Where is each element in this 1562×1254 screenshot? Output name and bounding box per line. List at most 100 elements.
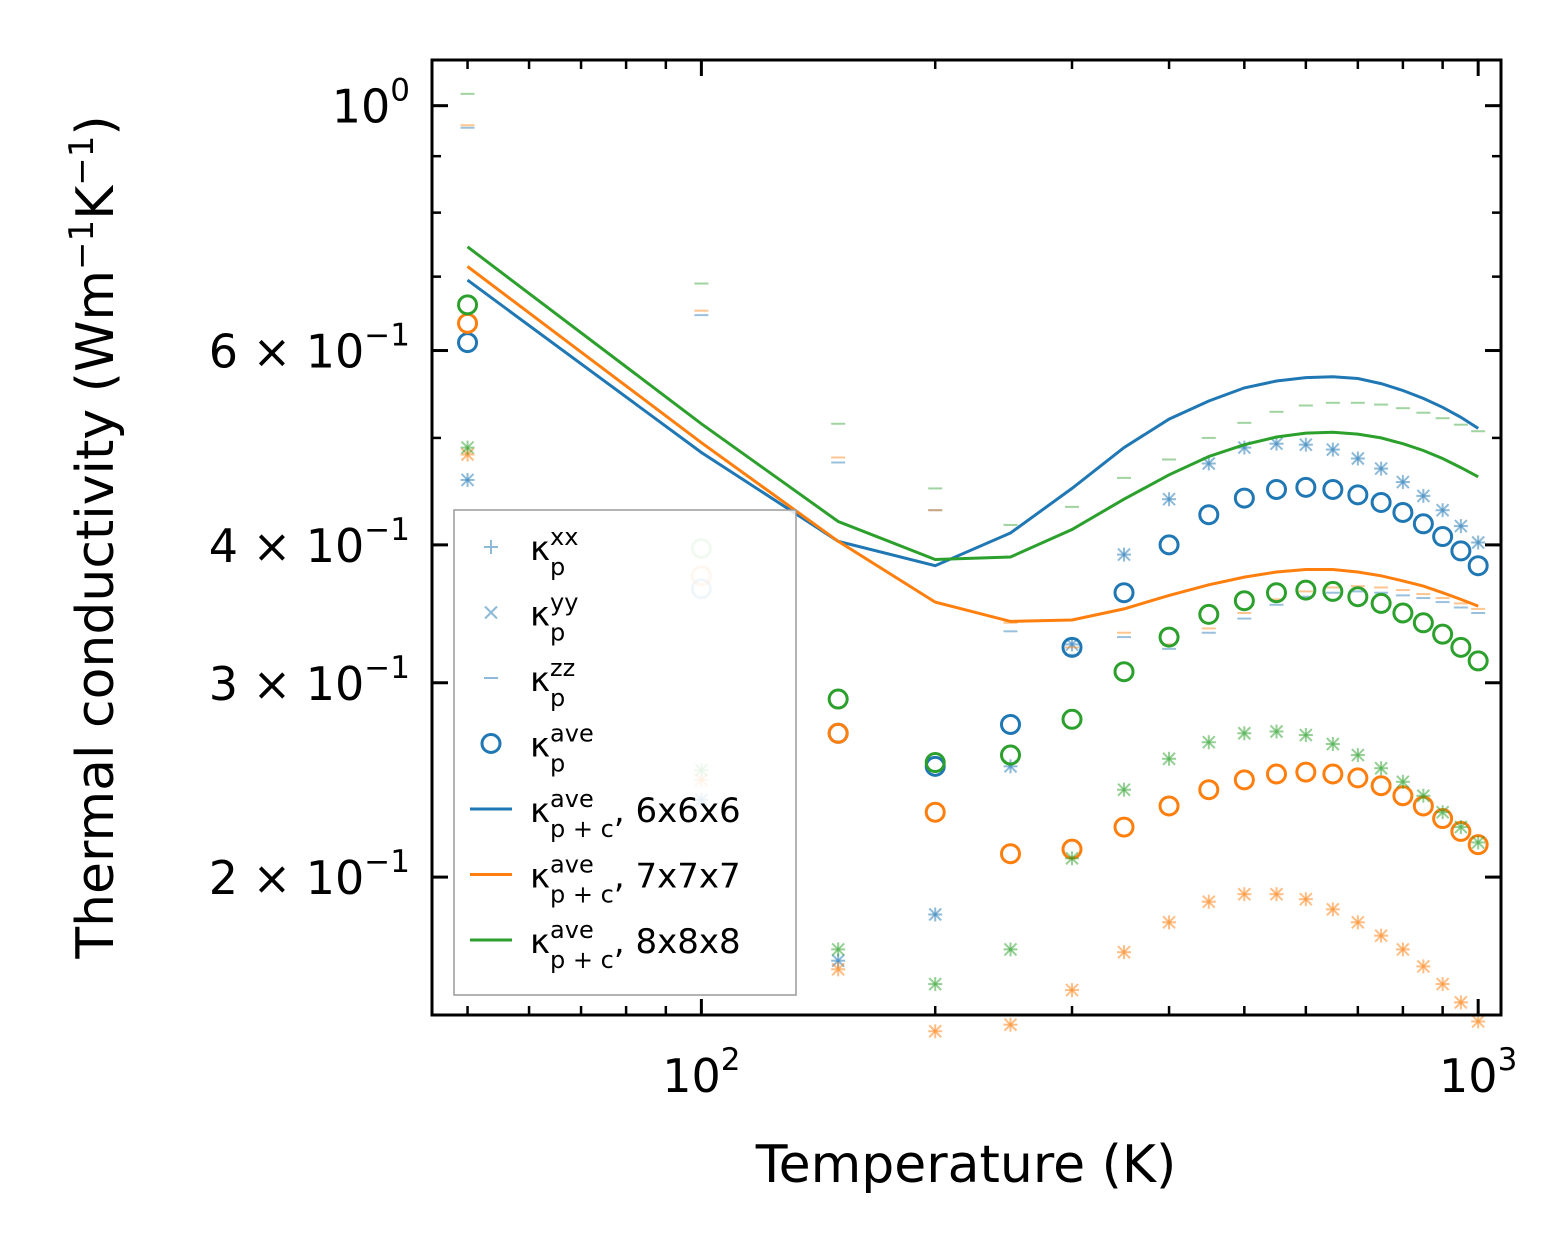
marker-kyy-8x8x8 <box>1065 851 1079 866</box>
marker-kave-8x8x8 <box>1347 586 1369 608</box>
legend: κxx p κyy p κzz p κave p κave p + c, 6x6x6 κave p +… <box>453 509 797 996</box>
legend-label: κave p <box>530 720 594 778</box>
marker-kave-8x8x8 <box>1467 650 1489 672</box>
marker-kyy-8x8x8 <box>1202 735 1216 749</box>
marker-kave-7x7x7 <box>1265 763 1287 785</box>
marker-kyy-7x7x7 <box>1416 959 1431 974</box>
marker-kave-8x8x8 <box>1370 592 1392 614</box>
marker-kave-8x8x8 <box>1450 636 1472 658</box>
marker-kyy-8x8x8 <box>1416 789 1431 803</box>
y-tick-label: 4 × 10−1 <box>209 512 410 573</box>
marker-kyy-8x8x8 <box>1237 726 1252 740</box>
marker-kyy-6x6x6 <box>1162 492 1176 506</box>
marker-kyy-8x8x8 <box>460 440 475 455</box>
marker-kyy-8x8x8 <box>1471 835 1485 850</box>
legend-label: κyy p <box>530 589 578 647</box>
marker-kyy-7x7x7 <box>928 1024 942 1038</box>
marker-kave-7x7x7 <box>1295 761 1317 783</box>
marker-kave-7x7x7 <box>1233 769 1255 791</box>
marker-kyy-6x6x6 <box>1435 503 1450 517</box>
marker-kave-7x7x7 <box>999 843 1021 865</box>
major-ticks <box>432 60 1501 1015</box>
marker-kyy-7x7x7 <box>1374 928 1388 943</box>
y-tick-label: 2 × 10−1 <box>209 844 410 905</box>
legend-marker-swatch <box>484 605 498 620</box>
marker-kave-6x6x6 <box>999 713 1021 735</box>
legend-label: κave p + c, 8x8x8 <box>530 916 741 974</box>
marker-kyy-7x7x7 <box>1396 942 1410 957</box>
x-tick-label: 103 <box>1439 1042 1517 1103</box>
legend-label: κave p + c, 7x7x7 <box>530 851 741 909</box>
marker-kyy-8x8x8 <box>1269 724 1284 739</box>
marker-kave-8x8x8 <box>827 688 849 710</box>
marker-kyy-6x6x6 <box>1454 519 1468 533</box>
legend-label: κave p + c, 6x6x6 <box>530 785 741 843</box>
marker-kave-7x7x7 <box>924 801 946 823</box>
marker-kave-8x8x8 <box>1198 603 1220 625</box>
marker-kave-8x8x8 <box>1158 626 1180 648</box>
marker-kyy-8x8x8 <box>1162 752 1176 766</box>
marker-kyy-7x7x7 <box>1162 915 1176 930</box>
marker-kyy-6x6x6 <box>1326 442 1340 457</box>
series-lines <box>466 245 1480 623</box>
marker-kave-8x8x8 <box>1113 661 1135 683</box>
marker-kyy-7x7x7 <box>831 962 845 977</box>
plot-frame <box>430 58 1503 1017</box>
x-axis-label: Temperature (K) <box>755 1135 1177 1195</box>
marker-kyy-7x7x7 <box>1237 887 1252 901</box>
marker-kave-6x6x6 <box>1450 540 1472 562</box>
marker-kyy-6x6x6 <box>1269 436 1284 451</box>
marker-kyy-7x7x7 <box>1065 983 1079 997</box>
marker-kave-7x7x7 <box>1158 795 1180 817</box>
marker-kyy-8x8x8 <box>1326 737 1340 751</box>
legend-label: κxx p <box>530 523 578 581</box>
marker-kyy-7x7x7 <box>1351 915 1365 930</box>
line-kpc-8x8x8 <box>466 245 1479 562</box>
marker-kave-8x8x8 <box>1265 582 1287 604</box>
marker-kyy-6x6x6 <box>1416 489 1431 503</box>
marker-kave-6x6x6 <box>1432 526 1454 548</box>
legend-marker-swatch <box>480 733 502 754</box>
marker-kyy-7x7x7 <box>1202 894 1216 909</box>
y-tick-label: 100 <box>332 73 410 134</box>
marker-kyy-6x6x6 <box>1374 461 1388 476</box>
marker-kyy-7x7x7 <box>1454 995 1468 1010</box>
marker-kyy-8x8x8 <box>1351 748 1365 762</box>
marker-kave-6x6x6 <box>1412 513 1434 535</box>
marker-kave-8x8x8 <box>999 744 1021 766</box>
marker-kave-8x8x8 <box>1392 602 1414 624</box>
legend-label: κzz p <box>530 654 575 712</box>
y-tick-label: 6 × 10−1 <box>209 318 410 379</box>
marker-kyy-7x7x7 <box>1471 1014 1485 1029</box>
marker-kyy-8x8x8 <box>1374 761 1388 775</box>
marker-kave-6x6x6 <box>1295 476 1317 498</box>
marker-kyy-8x8x8 <box>1117 783 1131 797</box>
marker-kave-7x7x7 <box>1198 779 1220 801</box>
y-tick-label: 3 × 10−1 <box>209 650 410 711</box>
marker-kyy-8x8x8 <box>831 942 845 957</box>
line-kpc-7x7x7 <box>466 265 1479 623</box>
marker-kyy-8x8x8 <box>1003 942 1018 957</box>
marker-kave-6x6x6 <box>1392 501 1414 523</box>
marker-kyy-6x6x6 <box>1471 535 1485 550</box>
marker-kave-6x6x6 <box>1061 636 1083 658</box>
legend-box <box>453 509 797 996</box>
marker-kave-7x7x7 <box>1347 767 1369 789</box>
legend-marker-swatch <box>484 540 498 554</box>
marker-kave-8x8x8 <box>1061 708 1083 730</box>
marker-kave-6x6x6 <box>1233 487 1255 509</box>
marker-kyy-7x7x7 <box>1299 892 1313 906</box>
marker-kyy-8x8x8 <box>1454 820 1468 834</box>
marker-kave-8x8x8 <box>457 294 479 316</box>
marker-kave-6x6x6 <box>1198 504 1220 526</box>
marker-kave-6x6x6 <box>1265 478 1287 500</box>
marker-kyy-6x6x6 <box>1299 437 1313 452</box>
marker-kyy-6x6x6 <box>1117 547 1131 562</box>
marker-kyy-7x7x7 <box>1117 945 1131 959</box>
marker-kave-6x6x6 <box>1370 491 1392 513</box>
marker-kyy-7x7x7 <box>1435 977 1450 991</box>
marker-kyy-8x8x8 <box>1435 805 1450 819</box>
marker-kave-7x7x7 <box>1370 775 1392 797</box>
marker-kave-8x8x8 <box>1295 579 1317 601</box>
marker-kyy-8x8x8 <box>928 977 942 991</box>
